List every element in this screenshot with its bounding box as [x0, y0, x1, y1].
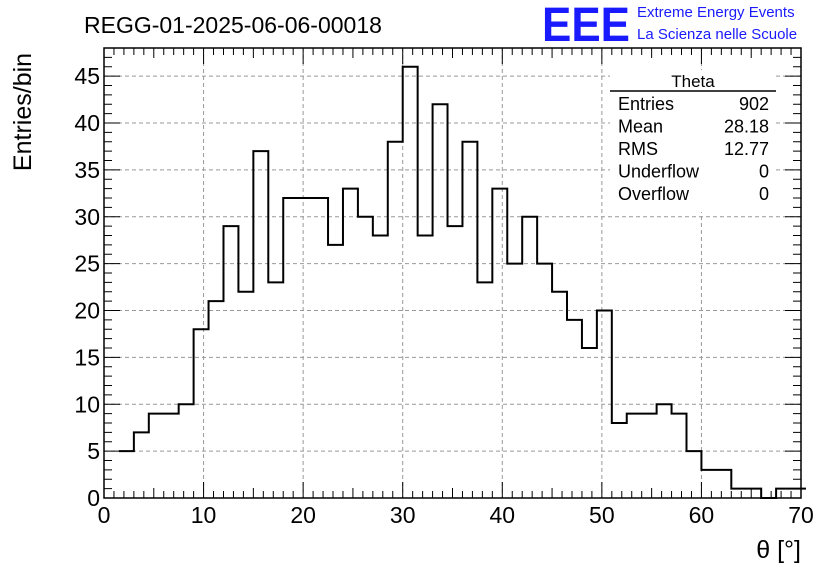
x-tick-label: 60	[689, 502, 715, 528]
y-tick-label: 25	[74, 251, 100, 277]
y-tick-label: 5	[87, 438, 100, 464]
y-tick-label: 10	[74, 391, 100, 417]
project-name: Extreme Energy Events	[637, 4, 795, 21]
stats-row-label: RMS	[618, 139, 658, 159]
plot-frame	[103, 47, 802, 499]
y-tick-label: 40	[74, 110, 100, 136]
y-tick-label: 15	[74, 344, 100, 370]
stats-row-value: 0	[759, 162, 769, 182]
y-tick-label: 35	[74, 157, 100, 183]
stats-row-label: Entries	[618, 94, 674, 114]
stats-row-label: Overflow	[618, 184, 690, 204]
run-title: REGG-01-2025-06-06-00018	[84, 12, 382, 38]
tick-labels: 0 10 20 30 40 50 60 70 0 5 10 15 20 25 30 35 40 45	[74, 63, 813, 528]
stats-rows: Entries 902 Mean 28.18 RMS 12.77 Underflow 0 Ove…	[618, 94, 769, 204]
stats-title: Theta	[671, 72, 715, 91]
x-tick-label: 10	[191, 502, 217, 528]
stats-row-value: 0	[759, 184, 769, 204]
x-tick-label: 20	[290, 502, 316, 528]
x-axis-label: θ [°]	[756, 536, 801, 564]
x-tick-label: 50	[589, 502, 615, 528]
x-tick-label: 70	[788, 502, 814, 528]
axis-ticks	[103, 47, 802, 499]
stats-row-label: Underflow	[618, 162, 700, 182]
y-tick-label: 30	[74, 204, 100, 230]
project-subtitle: La Scienza nelle Scuole	[637, 26, 797, 43]
stats-box: Theta Entries 902 Mean 28.18 RMS 12.77 Underfl…	[610, 70, 776, 212]
stats-row-value: 902	[739, 94, 769, 114]
x-tick-label: 0	[98, 502, 111, 528]
stats-row-label: Mean	[618, 117, 663, 137]
y-axis-label: Entries/bin	[9, 53, 37, 171]
x-tick-label: 40	[489, 502, 515, 528]
stats-box-background	[610, 70, 776, 212]
x-tick-label: 30	[390, 502, 416, 528]
grid-lines	[104, 48, 801, 498]
y-tick-label: 0	[87, 485, 100, 511]
eee-logo: EEE	[542, 0, 630, 52]
stats-row-value: 12.77	[724, 139, 769, 159]
stats-row-value: 28.18	[724, 117, 769, 137]
histogram-step-line	[118, 65, 806, 499]
y-tick-label: 45	[74, 63, 100, 89]
y-tick-label: 20	[74, 298, 100, 324]
